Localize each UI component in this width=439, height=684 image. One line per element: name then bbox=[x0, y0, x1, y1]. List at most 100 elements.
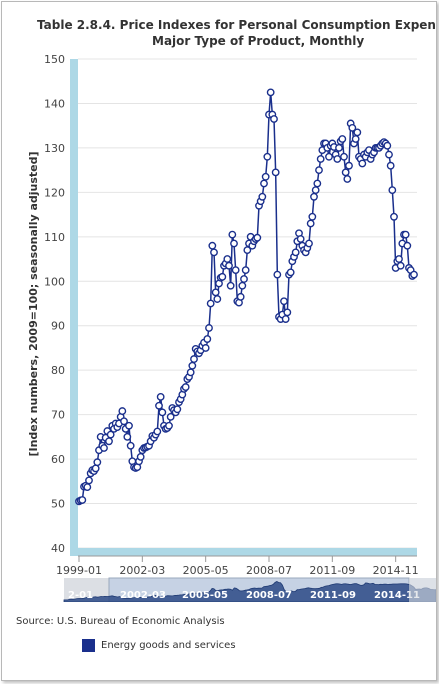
data-point[interactable] bbox=[203, 335, 212, 343]
data-point[interactable] bbox=[280, 297, 288, 306]
data-point[interactable] bbox=[165, 421, 173, 430]
data-point[interactable] bbox=[201, 344, 210, 352]
data-point[interactable] bbox=[316, 155, 325, 163]
data-point[interactable] bbox=[188, 361, 197, 370]
data-point[interactable] bbox=[260, 179, 268, 188]
data-point[interactable] bbox=[228, 230, 237, 239]
data-point[interactable] bbox=[83, 483, 92, 491]
data-point[interactable] bbox=[345, 161, 353, 170]
data-point[interactable] bbox=[181, 383, 190, 391]
data-point[interactable] bbox=[206, 299, 215, 308]
data-point[interactable] bbox=[335, 144, 343, 152]
data-point[interactable] bbox=[266, 88, 275, 97]
data-point[interactable] bbox=[353, 128, 362, 137]
navigator-label: 2002-03 bbox=[120, 590, 166, 601]
data-point[interactable] bbox=[306, 219, 315, 228]
data-point[interactable] bbox=[91, 464, 100, 473]
data-point[interactable] bbox=[305, 239, 313, 248]
data-point[interactable] bbox=[126, 441, 135, 450]
data-point[interactable] bbox=[348, 124, 357, 132]
navigator[interactable]: 2-01 2002-03 2005-05 2008-07 2011-09 2014-11 bbox=[63, 577, 436, 602]
data-point[interactable] bbox=[410, 270, 418, 279]
data-point[interactable] bbox=[230, 239, 238, 248]
data-point[interactable] bbox=[173, 405, 182, 414]
data-point[interactable] bbox=[205, 324, 213, 332]
data-point[interactable] bbox=[291, 248, 300, 257]
data-point[interactable] bbox=[338, 135, 347, 143]
data-point[interactable] bbox=[213, 295, 222, 303]
data-point[interactable] bbox=[226, 281, 235, 290]
navigator-label: 2-01 bbox=[68, 590, 93, 601]
data-point[interactable] bbox=[325, 152, 333, 161]
data-point[interactable] bbox=[395, 255, 403, 263]
data-point[interactable] bbox=[85, 476, 93, 485]
data-point[interactable] bbox=[270, 115, 278, 123]
data-point[interactable] bbox=[223, 255, 232, 263]
data-point[interactable] bbox=[240, 275, 248, 283]
data-point[interactable] bbox=[271, 168, 280, 177]
data-point[interactable] bbox=[383, 141, 392, 150]
data-point[interactable] bbox=[253, 233, 262, 242]
data-point[interactable] bbox=[190, 355, 198, 363]
data-point[interactable] bbox=[315, 166, 323, 175]
data-point[interactable] bbox=[100, 444, 108, 452]
data-point[interactable] bbox=[186, 368, 195, 377]
data-point[interactable] bbox=[351, 135, 360, 143]
data-point[interactable] bbox=[136, 452, 145, 461]
data-point[interactable] bbox=[123, 432, 132, 441]
data-point[interactable] bbox=[78, 496, 87, 504]
data-point[interactable] bbox=[158, 408, 167, 417]
data-point[interactable] bbox=[296, 235, 305, 243]
data-point[interactable] bbox=[258, 192, 267, 201]
data-point[interactable] bbox=[281, 315, 290, 323]
data-point[interactable] bbox=[308, 212, 317, 221]
data-point[interactable] bbox=[153, 427, 162, 436]
data-point[interactable] bbox=[273, 270, 282, 279]
data-point[interactable] bbox=[341, 168, 350, 177]
data-point[interactable] bbox=[241, 266, 250, 275]
data-point[interactable] bbox=[238, 281, 247, 290]
data-point[interactable] bbox=[283, 308, 292, 317]
data-point[interactable] bbox=[105, 437, 113, 446]
data-point[interactable] bbox=[218, 272, 227, 281]
data-point[interactable] bbox=[208, 241, 217, 250]
data-point[interactable] bbox=[120, 417, 128, 426]
data-point[interactable] bbox=[385, 150, 393, 159]
data-point[interactable] bbox=[231, 266, 240, 275]
data-point[interactable] bbox=[388, 186, 397, 195]
data-point[interactable] bbox=[343, 175, 352, 183]
data-point[interactable] bbox=[286, 268, 295, 277]
data-point[interactable] bbox=[310, 192, 318, 201]
data-point[interactable] bbox=[340, 152, 348, 161]
vertical-scrollbar[interactable] bbox=[70, 59, 78, 556]
data-point[interactable] bbox=[210, 248, 218, 257]
data-point[interactable] bbox=[401, 230, 410, 239]
data-point[interactable] bbox=[311, 186, 320, 195]
data-point[interactable] bbox=[263, 152, 272, 161]
horizontal-scrollbar[interactable] bbox=[70, 548, 417, 556]
data-point[interactable] bbox=[225, 261, 233, 270]
data-point[interactable] bbox=[358, 159, 367, 168]
data-point[interactable] bbox=[313, 179, 322, 188]
series-energy bbox=[75, 88, 418, 506]
data-point[interactable] bbox=[93, 458, 102, 467]
data-point[interactable] bbox=[106, 430, 115, 439]
data-point[interactable] bbox=[390, 212, 398, 221]
data-point[interactable] bbox=[261, 172, 270, 181]
data-point[interactable] bbox=[166, 412, 175, 421]
data-point[interactable] bbox=[155, 401, 163, 410]
data-point[interactable] bbox=[236, 292, 245, 301]
data-point[interactable] bbox=[396, 261, 405, 270]
y-axis-labels: 40 50 60 70 80 90 100 110 120 130 140 150 bbox=[44, 53, 65, 555]
legend[interactable]: Energy goods and services bbox=[82, 639, 236, 652]
data-point[interactable] bbox=[125, 421, 133, 430]
legend-item-energy[interactable]: Energy goods and services bbox=[101, 640, 236, 651]
data-point[interactable] bbox=[211, 288, 220, 297]
x-tick-1999-01: 1999-01 bbox=[56, 564, 102, 577]
data-point[interactable] bbox=[403, 241, 412, 250]
data-point[interactable] bbox=[118, 407, 127, 415]
data-point[interactable] bbox=[333, 155, 342, 163]
data-point[interactable] bbox=[156, 392, 165, 401]
data-point[interactable] bbox=[386, 161, 395, 170]
